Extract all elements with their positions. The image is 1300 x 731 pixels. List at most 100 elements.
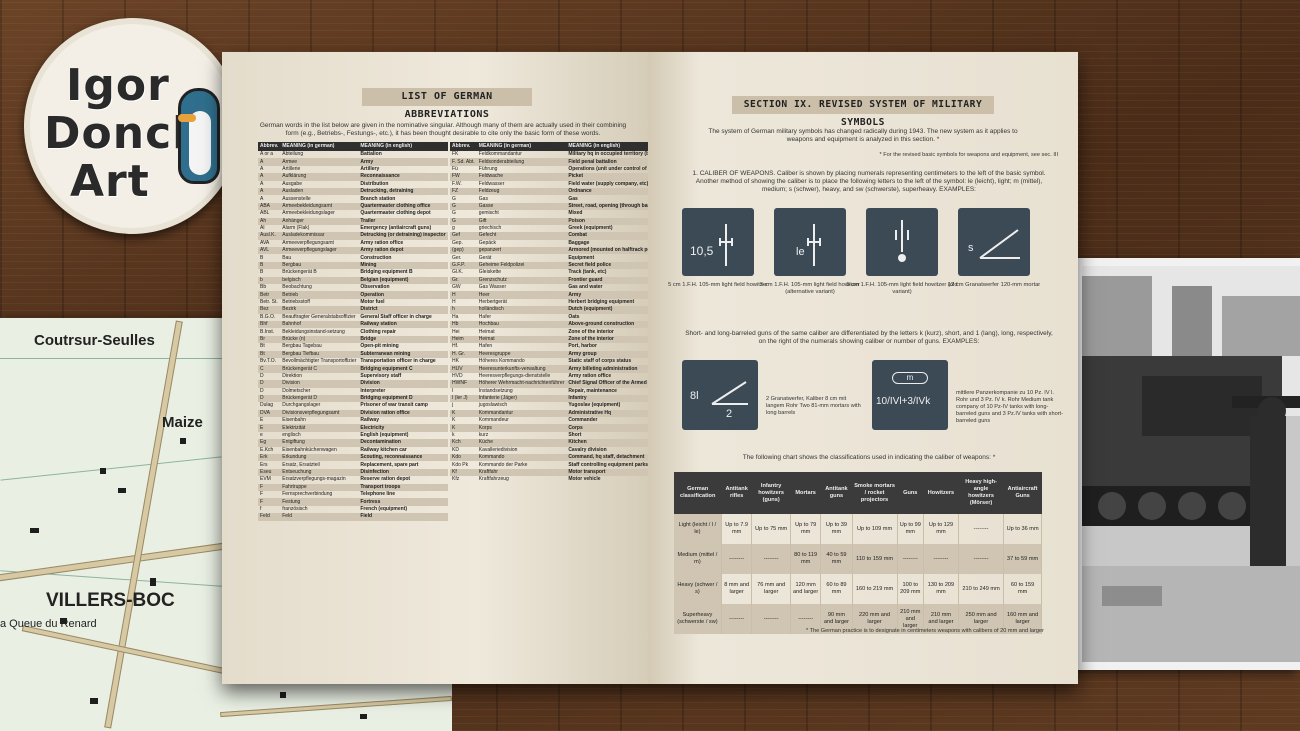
table-cell: Hochbau xyxy=(476,320,567,329)
table-cell: belgisch xyxy=(280,276,359,285)
table-cell: Combat xyxy=(566,232,727,240)
column-header: MEANING (in english) xyxy=(358,142,448,151)
table-cell: Bergbau Tiefbau xyxy=(280,350,359,358)
table-cell: Ersatzverpflegungs-magazin xyxy=(282,476,346,483)
table-cell: D xyxy=(258,394,281,403)
table-cell: Mining xyxy=(358,261,448,270)
table-cell: Heavy (schwer / s) xyxy=(674,574,722,604)
table-cell: englisch xyxy=(282,432,301,439)
table-row: K Kommandantur Administrative Hq xyxy=(450,409,727,418)
table-cell: Electricity xyxy=(358,424,448,432)
table-row: G Gift Poison xyxy=(450,217,727,225)
table-cell: Battalion xyxy=(360,151,382,158)
table-cell: Railway kitchen car xyxy=(360,446,407,453)
left-page-intro: German words in the list below are given… xyxy=(259,122,627,137)
symbol-howitzer-caliber: 10,5 5 cm 1.F.H. 105-mm light field howi… xyxy=(668,208,768,288)
table-row: D Brückengerät D Bridging equipment D xyxy=(258,394,448,403)
table-cell: A xyxy=(260,180,264,187)
table-row: Superheavy (schwerste / sw) -------- -----… xyxy=(674,604,1042,634)
table-cell: Kraftfahrzeug xyxy=(478,476,509,483)
table-row: Ausl.K. Ausladekommissar Detrucking (or de… xyxy=(258,232,448,240)
table-cell: Field penal battalion xyxy=(566,158,727,166)
table-row: Dulag Durchgangslager Prisoner of war tran… xyxy=(258,402,448,409)
table-cell: B xyxy=(258,261,281,270)
table-cell: Bb xyxy=(260,284,267,291)
table-row: DVA Divisionsverpflegungsamt Division rati… xyxy=(258,409,448,418)
table-cell: Division xyxy=(358,380,448,388)
table-cell: Transportation officer in charge xyxy=(360,358,436,365)
table-row: j jugoslawisch Yugoslav (equipment) xyxy=(450,402,727,409)
table-cell: Up to 7.9 mm xyxy=(721,514,753,544)
table-cell: A xyxy=(260,195,264,202)
table-cell: General Staff officer in charge xyxy=(360,313,432,320)
table-cell: ABL xyxy=(260,210,270,217)
table-cell: HUV xyxy=(450,365,477,373)
table-cell: ABA xyxy=(258,202,281,211)
table-row: h holländisch Dutch (equipment) xyxy=(450,306,727,314)
table-cell: (gep) xyxy=(450,247,477,255)
table-cell: Alarm (Flak) xyxy=(282,225,310,232)
table-row: Gr. Grenzschutz Frontier guard xyxy=(450,276,727,285)
table-cell: Heim xyxy=(450,335,477,344)
table-cell: Bt xyxy=(260,343,265,350)
table-cell: Army group xyxy=(566,350,727,358)
table-cell: E xyxy=(260,417,264,424)
table-cell: -------- xyxy=(897,544,924,574)
table-cell: Herbert bridging equipment xyxy=(568,299,635,305)
table-cell: A xyxy=(260,165,264,172)
column-header: Abbrev. xyxy=(450,142,477,151)
map-label: a Queue du Renard xyxy=(0,618,97,630)
caliber-table: German classification Antitank rifles Infa… xyxy=(674,472,1042,634)
table-row: Light (leicht / l / le) Up to 7.9 mm Up to… xyxy=(674,514,1042,544)
table-cell: Aussenstelle xyxy=(282,195,311,202)
table-row: g griechisch Greek (equipment) xyxy=(450,225,727,232)
table-cell: Operation xyxy=(358,291,448,299)
table-cell: Gleiskette xyxy=(478,269,502,276)
table-cell: Bekleidungsinstand-setzung xyxy=(282,328,345,335)
table-cell: Track (tank, etc) xyxy=(568,269,607,276)
table-row: F. Sd. Abt. Feldsonderabteilung Field pena… xyxy=(450,158,727,166)
table-cell: Armeeverpflegungsamt xyxy=(282,239,334,246)
table-cell: Korps xyxy=(476,424,567,432)
logo-line-3: Art xyxy=(70,156,150,207)
table-row: K Korps Corps xyxy=(450,424,727,432)
table-row: E Eisenbahn Railway xyxy=(258,417,448,424)
column-header: Heavy high-angle howitzers (Mörser) xyxy=(958,472,1004,514)
table-cell: 210 mm and larger xyxy=(923,604,959,634)
symbol-label: 10,5 xyxy=(690,244,714,258)
table-cell: Equipment xyxy=(568,254,595,261)
table-cell: Bau xyxy=(282,254,292,261)
symbol-caption: 12 cm Granatwerfer 120-mm mortar xyxy=(947,282,1041,288)
table-cell: 220 mm and larger xyxy=(852,604,898,634)
table-cell: 250 mm and larger xyxy=(958,604,1005,634)
table-cell: AVL xyxy=(258,247,281,255)
table-cell: Feldsonderabteilung xyxy=(476,158,567,166)
table-row: Fü Führung Operations (unit under control … xyxy=(450,166,727,173)
table-row: Heavy (schwer / s) 8 mm and larger 76 mm a… xyxy=(674,574,1042,604)
right-page-title: SECTION IX. REVISED SYSTEM OF MILITARY S… xyxy=(732,96,994,128)
table-cell: Gl.K. xyxy=(452,269,464,276)
table-cell: Up to 109 mm xyxy=(852,514,898,544)
table-cell: 8 mm and larger xyxy=(721,574,753,604)
table-cell: Divisionsverpflegungsamt xyxy=(280,409,359,418)
table-cell: Field xyxy=(358,513,448,521)
table-cell: Feldwasser xyxy=(478,180,505,187)
table-cell: EVM xyxy=(260,476,271,483)
table-cell: Construction xyxy=(360,254,392,261)
table-cell: Höheres Kommando xyxy=(478,358,525,365)
table-cell: H xyxy=(450,291,477,299)
table-cell: Gas and water xyxy=(568,284,603,291)
table-cell: Gefecht xyxy=(476,232,567,240)
table-cell: Replacement, spare part xyxy=(360,461,419,468)
table-cell: Interpreter xyxy=(360,387,386,394)
howitzer-symbol-icon xyxy=(807,224,821,266)
table-cell: District xyxy=(358,306,448,314)
table-row: AVA Armeeverpflegungsamt Army ration offic… xyxy=(258,240,448,247)
table-cell: Hafen xyxy=(478,343,493,350)
table-row: ABL Armeebekleidungslager Quartermaster cl… xyxy=(258,210,448,217)
column-header: Antitank guns xyxy=(820,472,853,514)
table-cell: B.Inst. xyxy=(260,328,275,335)
table-row: G Gas Gas xyxy=(450,195,727,202)
table-cell: 80 to 119 mm xyxy=(790,544,822,574)
column-header: Antitank rifles xyxy=(721,472,752,514)
